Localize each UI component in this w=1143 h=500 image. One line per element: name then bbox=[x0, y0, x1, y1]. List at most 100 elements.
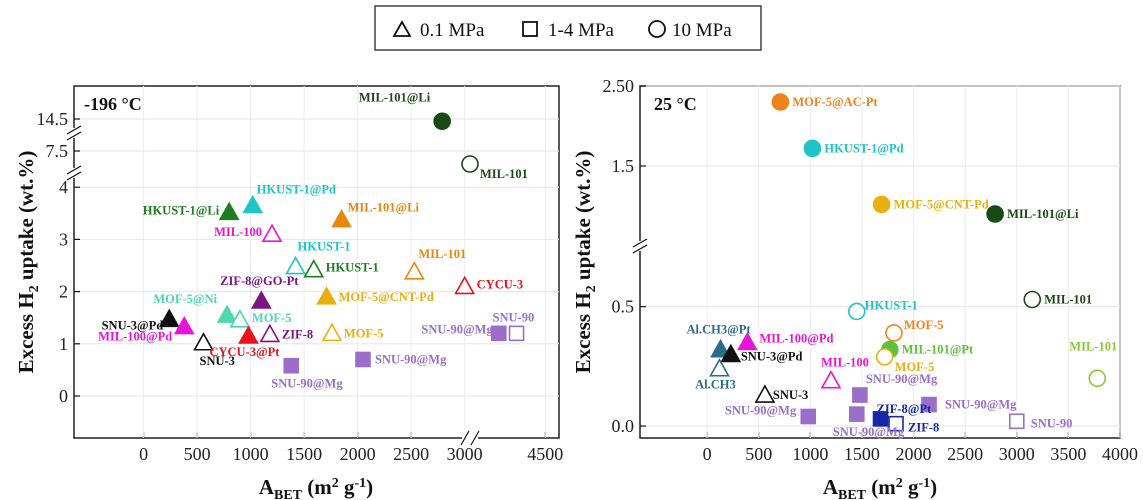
data-label-snu-3-pd: SNU-3@Pd bbox=[741, 349, 803, 363]
x-axis: 0 500 1000 1500 2000 2500 3000 3500 4000 bbox=[703, 86, 1138, 464]
data-label-al-ch3-pt: Al.CH3@Pt bbox=[686, 323, 751, 337]
axis-break-mark bbox=[66, 171, 82, 181]
legend-label-1: 1-4 MPa bbox=[548, 20, 615, 41]
data-point-snu-3 bbox=[193, 332, 214, 351]
data-label-mof-5: MOF-5 bbox=[904, 318, 944, 332]
data-label-zif-8-pt: ZIF-8@Pt bbox=[877, 402, 933, 416]
data-point-al-ch3-pt bbox=[710, 339, 731, 358]
panel-label: 25 °C bbox=[654, 94, 697, 114]
data-point-snu-90 bbox=[508, 325, 525, 342]
y-axis: 0.0 0.5 1.5 2.50 bbox=[603, 76, 1120, 436]
axis-break-gap bbox=[632, 241, 648, 251]
x-axis-title: ABET (m2 g-1) bbox=[823, 475, 937, 500]
data-label-mof-5: MOF-5 bbox=[344, 326, 384, 340]
x-tick-label: 500 bbox=[745, 444, 772, 464]
plot-frame bbox=[73, 85, 560, 439]
x-tick-label: 3500 bbox=[1050, 444, 1086, 464]
y-tick-label: 4 bbox=[59, 177, 68, 197]
data-markers bbox=[158, 112, 525, 374]
y-axis-title: Excess H2 uptake (wt.%) bbox=[14, 151, 42, 374]
data-point-snu-90 bbox=[1008, 413, 1025, 430]
x-tick-label: 1000 bbox=[233, 444, 269, 464]
y-tick-label: 3 bbox=[59, 229, 68, 249]
data-label-snu-3: SNU-3 bbox=[773, 388, 808, 402]
data-point-cycu-3 bbox=[454, 275, 476, 295]
chart-panel-cryogenic: -196 °C Excess H2 uptake (wt.%) ABET (m2… bbox=[14, 85, 563, 500]
data-label-mil-101-li: MIL-101@Li bbox=[348, 201, 420, 215]
data-label-snu-90-mg: SNU-90@Mg bbox=[271, 377, 343, 391]
y-tick-label: 1 bbox=[59, 334, 68, 354]
legend-label-0: 0.1 MPa bbox=[420, 20, 485, 41]
x-tick-label: 2500 bbox=[947, 444, 983, 464]
data-label-hkust-1-li: HKUST-1@Li bbox=[143, 203, 220, 217]
data-point-mof-5 bbox=[321, 322, 343, 342]
data-point-mof-5 bbox=[885, 324, 903, 342]
axis-break-mark bbox=[66, 131, 82, 141]
x-axis: 0 500 1000 1500 2000 2500 3000 4500 bbox=[139, 86, 563, 464]
data-label-mil-100-pd: MIL-100@Pd bbox=[98, 330, 172, 344]
y-tick-label: 0 bbox=[59, 386, 68, 406]
data-label-snu-90-mg: SNU-90@Mg bbox=[945, 398, 1017, 412]
data-label-cycu-3-pt: CYCU-3@Pt bbox=[209, 345, 280, 359]
data-label-mof-5-cnt-pd: MOF-5@CNT-Pd bbox=[894, 197, 989, 211]
axis-break-mark bbox=[632, 244, 648, 254]
data-label-snu-90: SNU-90 bbox=[493, 310, 535, 324]
data-point-zif-8 bbox=[259, 323, 281, 343]
data-point-mof-5-cnt-pd bbox=[872, 195, 891, 214]
data-point-hkust-1 bbox=[847, 302, 866, 321]
data-label-mil-101: MIL-101 bbox=[1044, 292, 1092, 306]
data-point-snu-90-mg bbox=[921, 396, 937, 413]
data-label-mof-5: MOF-5 bbox=[895, 360, 935, 374]
x-tick-label: 3000 bbox=[447, 444, 483, 464]
data-label-mil-101-pt: MIL-101@Pt bbox=[902, 343, 974, 357]
axis-break-mark bbox=[66, 125, 82, 135]
data-point-hkust-1-pd bbox=[242, 194, 264, 214]
data-label-mof-5: MOF-5 bbox=[252, 311, 292, 325]
x-tick-label: 0 bbox=[139, 444, 148, 464]
data-point-snu-3-pd bbox=[720, 343, 742, 363]
data-label-hkust-1: HKUST-1 bbox=[298, 240, 351, 254]
data-label-snu-3: SNU-3 bbox=[200, 354, 235, 368]
data-label-snu-3-pd: SNU-3@Pd bbox=[102, 318, 164, 332]
x-tick-label: 3000 bbox=[999, 444, 1035, 464]
data-point-mof-5-ni bbox=[216, 304, 238, 323]
data-label-mil-101: MIL-101 bbox=[418, 247, 466, 261]
data-label-snu-90-mg: SNU-90@Mg bbox=[421, 322, 493, 336]
data-label-mof-5-cnt-pd: MOF-5@CNT-Pd bbox=[339, 290, 434, 304]
x-tick-label: 4000 bbox=[1102, 444, 1138, 464]
data-point-hkust-1 bbox=[285, 255, 306, 275]
data-label-snu-90-mg: SNU-90@Mg bbox=[866, 372, 938, 386]
y-tick-label: 2.50 bbox=[603, 76, 635, 96]
data-label-mil-100-pd: MIL-100@Pd bbox=[759, 331, 833, 345]
x-tick-label: 0 bbox=[703, 444, 712, 464]
data-point-mof-5 bbox=[229, 309, 251, 328]
data-point-mil-100-pd bbox=[736, 331, 758, 351]
data-point-mof-5-cnt-pd bbox=[316, 286, 337, 305]
data-label-mof-5-ni: MOF-5@Ni bbox=[153, 292, 217, 306]
data-label-cycu-3: CYCU-3 bbox=[477, 277, 524, 291]
axis-break-mark bbox=[470, 430, 480, 446]
y-tick-label: 14.5 bbox=[37, 109, 69, 129]
data-label-hkust-1-pd: HKUST-1@Pd bbox=[824, 141, 903, 155]
x-tick-label: 1000 bbox=[792, 444, 828, 464]
data-point-snu-3-pd bbox=[158, 308, 180, 328]
data-label-hkust-1-pd: HKUST-1@Pd bbox=[257, 182, 336, 196]
x-axis-title: ABET (m2 g-1) bbox=[259, 475, 373, 500]
chart-panel-room-temperature: 25 °C Excess H2 uptake (wt.%) ABET (m2 g… bbox=[571, 76, 1138, 500]
data-point-mil-101 bbox=[1088, 369, 1107, 388]
data-point-mil-100 bbox=[261, 223, 283, 242]
data-markers bbox=[709, 93, 1107, 432]
legend: 0.1 MPa 1-4 MPa 10 MPa bbox=[374, 5, 762, 51]
data-point-al-ch3 bbox=[709, 358, 730, 377]
axis-break-mark bbox=[460, 430, 470, 446]
data-point-mil-100 bbox=[820, 370, 842, 389]
y-tick-label: 7.5 bbox=[46, 141, 69, 161]
legend-square-marker bbox=[522, 21, 538, 37]
data-point-hkust-1 bbox=[303, 259, 325, 278]
data-label-mil-101-li: MIL-101@Li bbox=[359, 90, 431, 104]
data-point-hkust-1-pd bbox=[803, 139, 822, 158]
x-tick-label: 500 bbox=[184, 444, 211, 464]
data-point-snu-3 bbox=[754, 384, 776, 403]
x-tick-label: 4500 bbox=[527, 444, 563, 464]
